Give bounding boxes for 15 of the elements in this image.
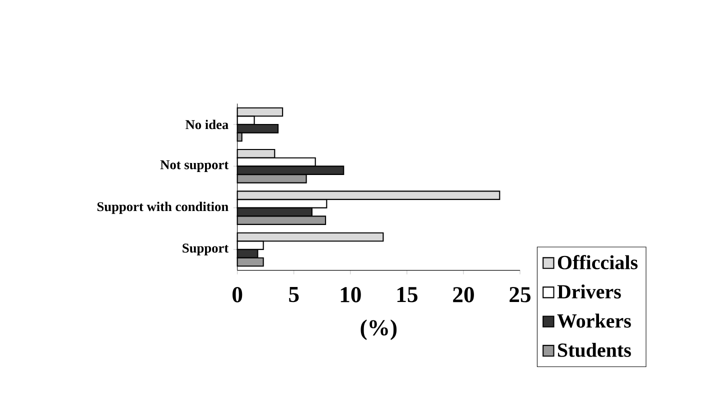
x-axis-title: (%) [360, 319, 397, 340]
x-tick-label: 20 [453, 287, 474, 302]
x-tick-label: 0 [232, 287, 242, 302]
x-tick-label: 5 [289, 287, 299, 302]
y-tick-label: Support [182, 244, 229, 256]
x-tick-label: 15 [397, 287, 418, 302]
x-tick-label: 10 [340, 287, 361, 302]
legend-label: Officcials [558, 255, 638, 270]
legend-label: Students [558, 342, 631, 357]
y-tick-label: Support with condition [97, 202, 228, 214]
x-tick-label: 25 [510, 287, 530, 302]
legend-label: Drivers [557, 284, 621, 298]
legend-label: Workers [557, 314, 631, 328]
y-tick-label: Not support [160, 160, 229, 172]
y-tick-label: No idea [186, 120, 228, 130]
